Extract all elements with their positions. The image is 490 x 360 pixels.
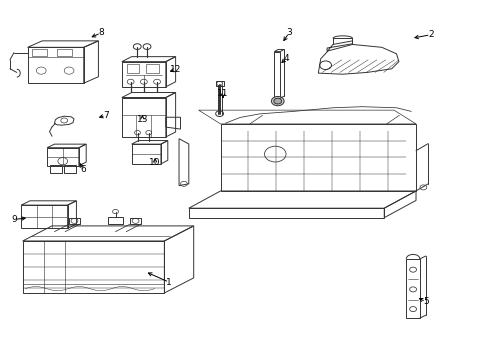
- Bar: [64, 165, 76, 173]
- Text: 1: 1: [167, 278, 172, 287]
- Text: 12: 12: [170, 65, 181, 74]
- Text: 4: 4: [284, 54, 289, 63]
- Text: 13: 13: [137, 115, 148, 124]
- Text: 3: 3: [286, 28, 292, 37]
- Bar: [216, 81, 223, 86]
- Bar: [108, 217, 123, 224]
- Text: 5: 5: [423, 297, 429, 306]
- Text: 7: 7: [103, 111, 109, 120]
- Bar: [147, 64, 159, 73]
- Text: 11: 11: [217, 89, 229, 98]
- Text: 9: 9: [11, 215, 17, 224]
- Bar: [32, 49, 47, 56]
- Text: 2: 2: [428, 30, 434, 39]
- Bar: [127, 64, 139, 73]
- Bar: [57, 49, 72, 56]
- Text: 8: 8: [98, 28, 104, 37]
- Bar: [69, 218, 80, 224]
- Text: 10: 10: [149, 158, 161, 167]
- Bar: [274, 51, 280, 98]
- Bar: [406, 259, 420, 318]
- Text: 6: 6: [80, 165, 86, 174]
- Bar: [49, 165, 62, 173]
- Circle shape: [274, 98, 282, 104]
- Bar: [130, 218, 141, 224]
- Circle shape: [271, 96, 284, 106]
